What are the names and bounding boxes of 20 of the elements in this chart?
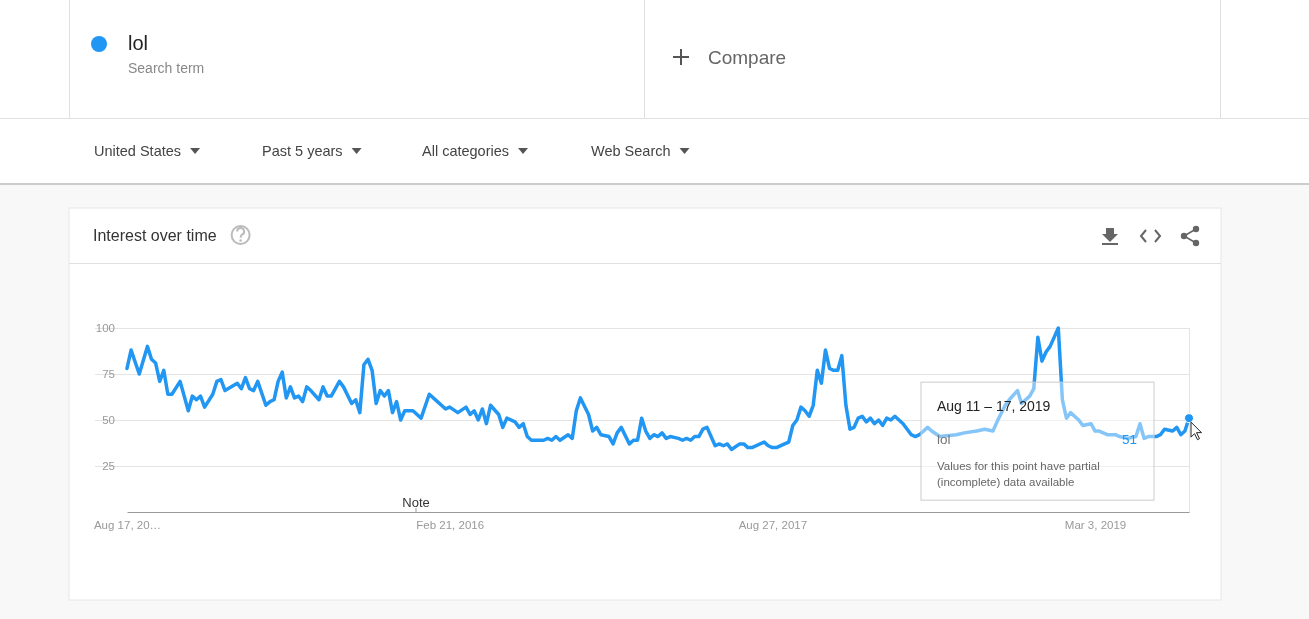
chart-title: Interest over time [93,227,217,244]
y-tick-label: 100 [95,322,115,335]
text: Compare [708,47,787,68]
x-tick-label: Aug 17, 20… [93,519,162,532]
legend-label: lol [128,32,149,54]
y-tick-label: 50 [102,414,115,427]
text: Search term [128,60,205,76]
annotation: Values for this point have partial (incomplete) data available [937,460,1100,489]
text: Past 5 years [262,143,343,159]
text: United States [94,143,182,159]
annotation: Aug 11 – 17, 2019 [937,398,1051,415]
x-tick-label: Aug 27, 2017 [738,519,808,532]
text: Web Search [591,143,671,159]
x-tick-label: Mar 3, 2019 [1064,519,1127,532]
text: All categories [422,143,510,159]
y-tick-label: 25 [102,460,115,473]
annotation: Note [402,495,430,510]
y-tick-label: 75 [102,368,115,381]
x-tick-label: Feb 21, 2016 [416,519,485,532]
annotation: 51 [1121,432,1137,448]
